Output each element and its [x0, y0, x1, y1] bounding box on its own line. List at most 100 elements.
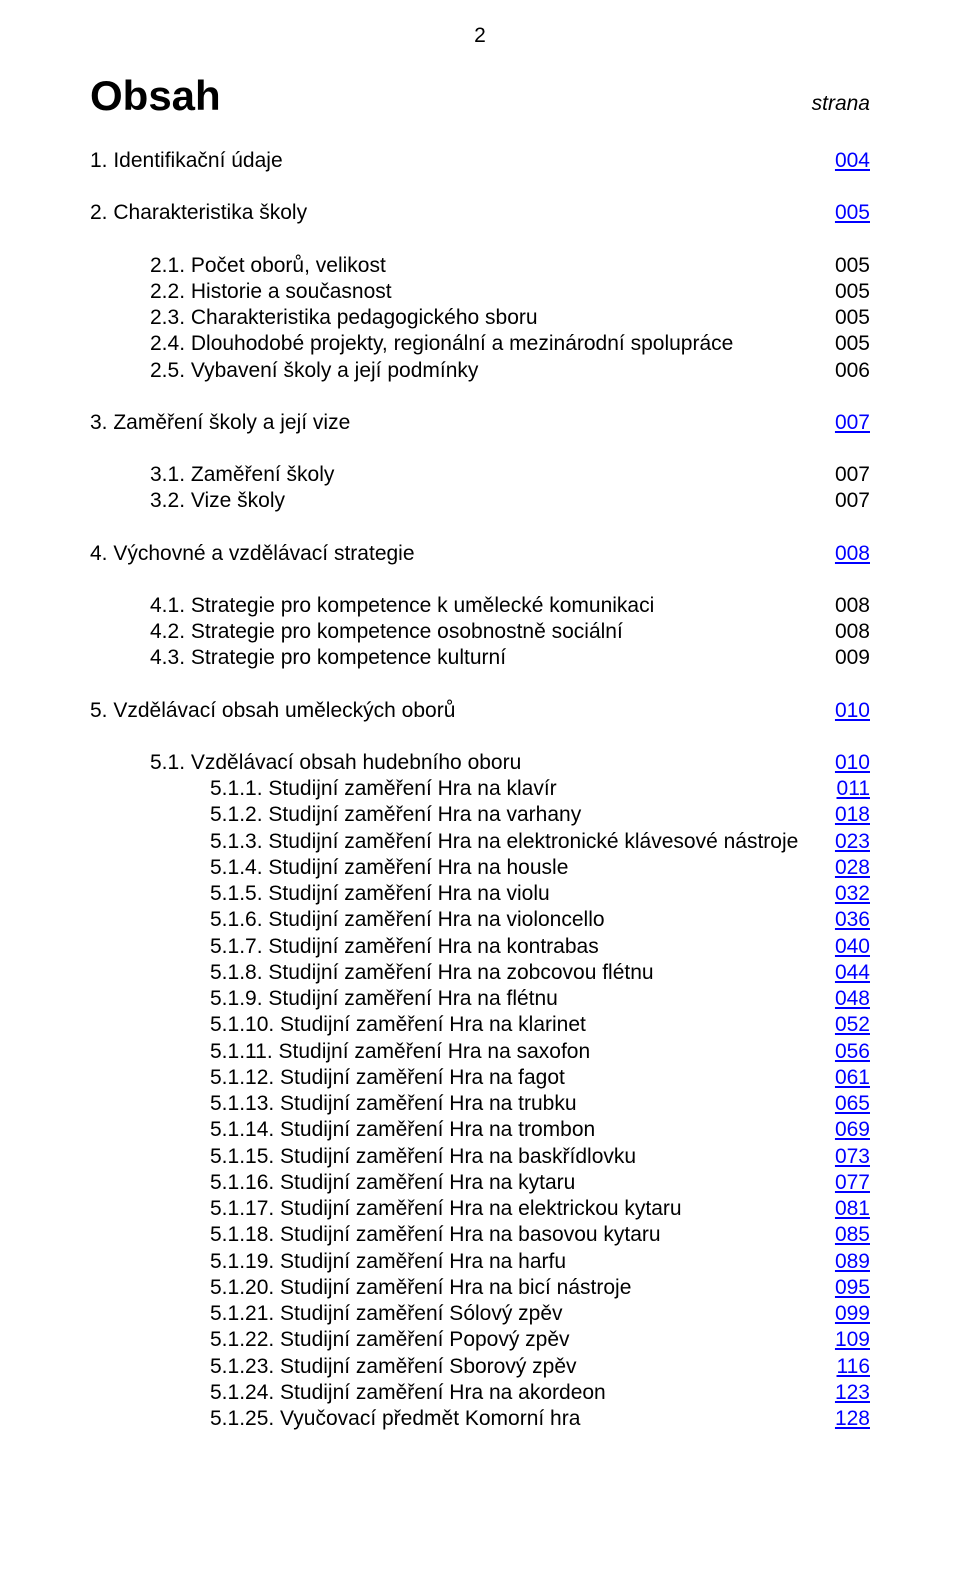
- toc-entry: 5.1.8. Studijní zaměření Hra na zobcovou…: [90, 960, 870, 986]
- toc-page-link[interactable]: 052: [822, 1012, 870, 1038]
- toc-entry-label: 2.3. Charakteristika pedagogického sboru: [150, 305, 538, 331]
- toc-entry-label: 5.1.14. Studijní zaměření Hra na trombon: [210, 1117, 595, 1143]
- toc-entry: 5.1.23. Studijní zaměření Sborový zpěv 11…: [90, 1354, 870, 1380]
- toc-entry: 3.2. Vize školy 007: [90, 488, 870, 514]
- toc-entry-label: 5.1.25. Vyučovací předmět Komorní hra: [210, 1406, 580, 1432]
- toc-entry: 3.1. Zaměření školy007: [90, 462, 870, 488]
- toc-entry-label: 5.1.10. Studijní zaměření Hra na klarine…: [210, 1012, 586, 1038]
- toc-entry: 4. Výchovné a vzdělávací strategie 008: [90, 541, 870, 567]
- toc-page-link[interactable]: 010: [822, 750, 870, 776]
- toc-entry-label: 5.1.11. Studijní zaměření Hra na saxofon: [210, 1039, 590, 1065]
- toc-entry: 5.1. Vzdělávací obsah hudebního oboru 010: [90, 750, 870, 776]
- toc-entry: 5.1.3. Studijní zaměření Hra na elektron…: [90, 829, 870, 855]
- toc-entry-label: 4. Výchovné a vzdělávací strategie: [90, 541, 415, 567]
- toc-page-link[interactable]: 040: [822, 934, 870, 960]
- toc-page-link[interactable]: 089: [822, 1249, 870, 1275]
- toc-entry: 5.1.12. Studijní zaměření Hra na fagot06…: [90, 1065, 870, 1091]
- toc-page-link[interactable]: 032: [822, 881, 870, 907]
- toc-page-link[interactable]: 077: [822, 1170, 870, 1196]
- toc-entry-label: 3.1. Zaměření školy: [150, 462, 334, 488]
- toc-page-link[interactable]: 044: [822, 960, 870, 986]
- toc-entry-label: 5.1.9. Studijní zaměření Hra na flétnu: [210, 986, 558, 1012]
- toc-page-link[interactable]: 023: [822, 829, 870, 855]
- toc-entry: 5.1.5. Studijní zaměření Hra na violu032: [90, 881, 870, 907]
- toc-entry: 5.1.4. Studijní zaměření Hra na housle 02…: [90, 855, 870, 881]
- toc-entry: 2.1. Počet oborů, velikost005: [90, 253, 870, 279]
- toc-page-link[interactable]: 048: [822, 986, 870, 1012]
- toc-page-link[interactable]: 011: [822, 776, 870, 802]
- toc-page-link[interactable]: 065: [822, 1091, 870, 1117]
- title-row: Obsah strana: [90, 72, 870, 120]
- toc-entry: 5.1.22. Studijní zaměření Popový zpěv 109: [90, 1327, 870, 1353]
- toc-entry-label: 5. Vzdělávací obsah uměleckých oborů: [90, 698, 455, 724]
- toc-page-link[interactable]: 069: [822, 1117, 870, 1143]
- section-gap: [90, 672, 870, 698]
- toc-entry-label: 4.2. Strategie pro kompetence osobnostně…: [150, 619, 623, 645]
- toc-page-link[interactable]: 005: [822, 200, 870, 226]
- toc-entry-label: 2.2. Historie a současnost: [150, 279, 392, 305]
- toc-entry: 5.1.9. Studijní zaměření Hra na flétnu 04…: [90, 986, 870, 1012]
- toc-entry-label: 5.1.23. Studijní zaměření Sborový zpěv: [210, 1354, 577, 1380]
- toc-page-link[interactable]: 028: [822, 855, 870, 881]
- toc-entry-label: 5.1.6. Studijní zaměření Hra na violonce…: [210, 907, 605, 933]
- toc-entry-label: 5.1. Vzdělávací obsah hudebního oboru: [150, 750, 521, 776]
- toc-page-link[interactable]: 073: [822, 1144, 870, 1170]
- section-gap: [90, 174, 870, 200]
- toc-page-link[interactable]: 095: [822, 1275, 870, 1301]
- toc-entry: 3. Zaměření školy a její vize007: [90, 410, 870, 436]
- toc-entry-label: 5.1.22. Studijní zaměření Popový zpěv: [210, 1327, 570, 1353]
- toc-entry-label: 2.5. Vybavení školy a její podmínky: [150, 358, 478, 384]
- toc-page-link[interactable]: 061: [822, 1065, 870, 1091]
- toc-entry: 5. Vzdělávací obsah uměleckých oborů 010: [90, 698, 870, 724]
- toc-entry-label: 5.1.24. Studijní zaměření Hra na akordeo…: [210, 1380, 606, 1406]
- section-gap: [90, 227, 870, 253]
- toc-entry: 5.1.18. Studijní zaměření Hra na basovou…: [90, 1222, 870, 1248]
- toc-page-link[interactable]: 004: [822, 148, 870, 174]
- toc-entry-label: 5.1.13. Studijní zaměření Hra na trubku: [210, 1091, 577, 1117]
- toc-entry: 5.1.2. Studijní zaměření Hra na varhany0…: [90, 802, 870, 828]
- toc-entry: 5.1.16. Studijní zaměření Hra na kytaru0…: [90, 1170, 870, 1196]
- toc-page-number: 005: [822, 305, 870, 331]
- toc-entry: 4.3. Strategie pro kompetence kulturní00…: [90, 645, 870, 671]
- toc-page-link[interactable]: 018: [822, 802, 870, 828]
- toc-entry: 4.2. Strategie pro kompetence osobnostně…: [90, 619, 870, 645]
- toc-entry: 2.2. Historie a současnost 005: [90, 279, 870, 305]
- toc-page-number: 007: [822, 488, 870, 514]
- toc-entry: 5.1.11. Studijní zaměření Hra na saxofon…: [90, 1039, 870, 1065]
- toc-page-link[interactable]: 008: [822, 541, 870, 567]
- section-gap: [90, 724, 870, 750]
- toc-entry-label: 2.4. Dlouhodobé projekty, regionální a m…: [150, 331, 733, 357]
- toc-entry-label: 5.1.8. Studijní zaměření Hra na zobcovou…: [210, 960, 654, 986]
- toc-page-link[interactable]: 099: [822, 1301, 870, 1327]
- toc-entry: 5.1.21. Studijní zaměření Sólový zpěv 099: [90, 1301, 870, 1327]
- toc-entry: 5.1.7. Studijní zaměření Hra na kontraba…: [90, 934, 870, 960]
- toc-entry-label: 1. Identifikační údaje: [90, 148, 283, 174]
- section-gap: [90, 567, 870, 593]
- toc-page-link[interactable]: 007: [822, 410, 870, 436]
- toc-page-link[interactable]: 036: [822, 907, 870, 933]
- toc-entry: 2.4. Dlouhodobé projekty, regionální a m…: [90, 331, 870, 357]
- toc-page-link[interactable]: 085: [822, 1222, 870, 1248]
- toc-entry: 5.1.14. Studijní zaměření Hra na trombon…: [90, 1117, 870, 1143]
- toc-entry-label: 2. Charakteristika školy: [90, 200, 307, 226]
- table-of-contents: 1. Identifikační údaje 004 2. Charakterist…: [90, 148, 870, 1432]
- toc-page-link[interactable]: 128: [822, 1406, 870, 1432]
- toc-page-link[interactable]: 056: [822, 1039, 870, 1065]
- toc-entry-label: 5.1.4. Studijní zaměření Hra na housle: [210, 855, 568, 881]
- toc-entry: 2.3. Charakteristika pedagogického sboru…: [90, 305, 870, 331]
- toc-entry-label: 5.1.21. Studijní zaměření Sólový zpěv: [210, 1301, 563, 1327]
- toc-page-number: 008: [822, 619, 870, 645]
- toc-entry-label: 3.2. Vize školy: [150, 488, 285, 514]
- toc-entry-label: 5.1.19. Studijní zaměření Hra na harfu: [210, 1249, 566, 1275]
- toc-page-number: 005: [822, 331, 870, 357]
- toc-page-link[interactable]: 010: [822, 698, 870, 724]
- toc-page-number: 005: [822, 279, 870, 305]
- toc-page-link[interactable]: 081: [822, 1196, 870, 1222]
- toc-page-link[interactable]: 116: [822, 1354, 870, 1380]
- toc-entry-label: 2.1. Počet oborů, velikost: [150, 253, 386, 279]
- column-header-strana: strana: [812, 92, 870, 116]
- toc-entry-label: 4.1. Strategie pro kompetence k umělecké…: [150, 593, 654, 619]
- section-gap: [90, 384, 870, 410]
- toc-page-link[interactable]: 123: [822, 1380, 870, 1406]
- toc-page-link[interactable]: 109: [822, 1327, 870, 1353]
